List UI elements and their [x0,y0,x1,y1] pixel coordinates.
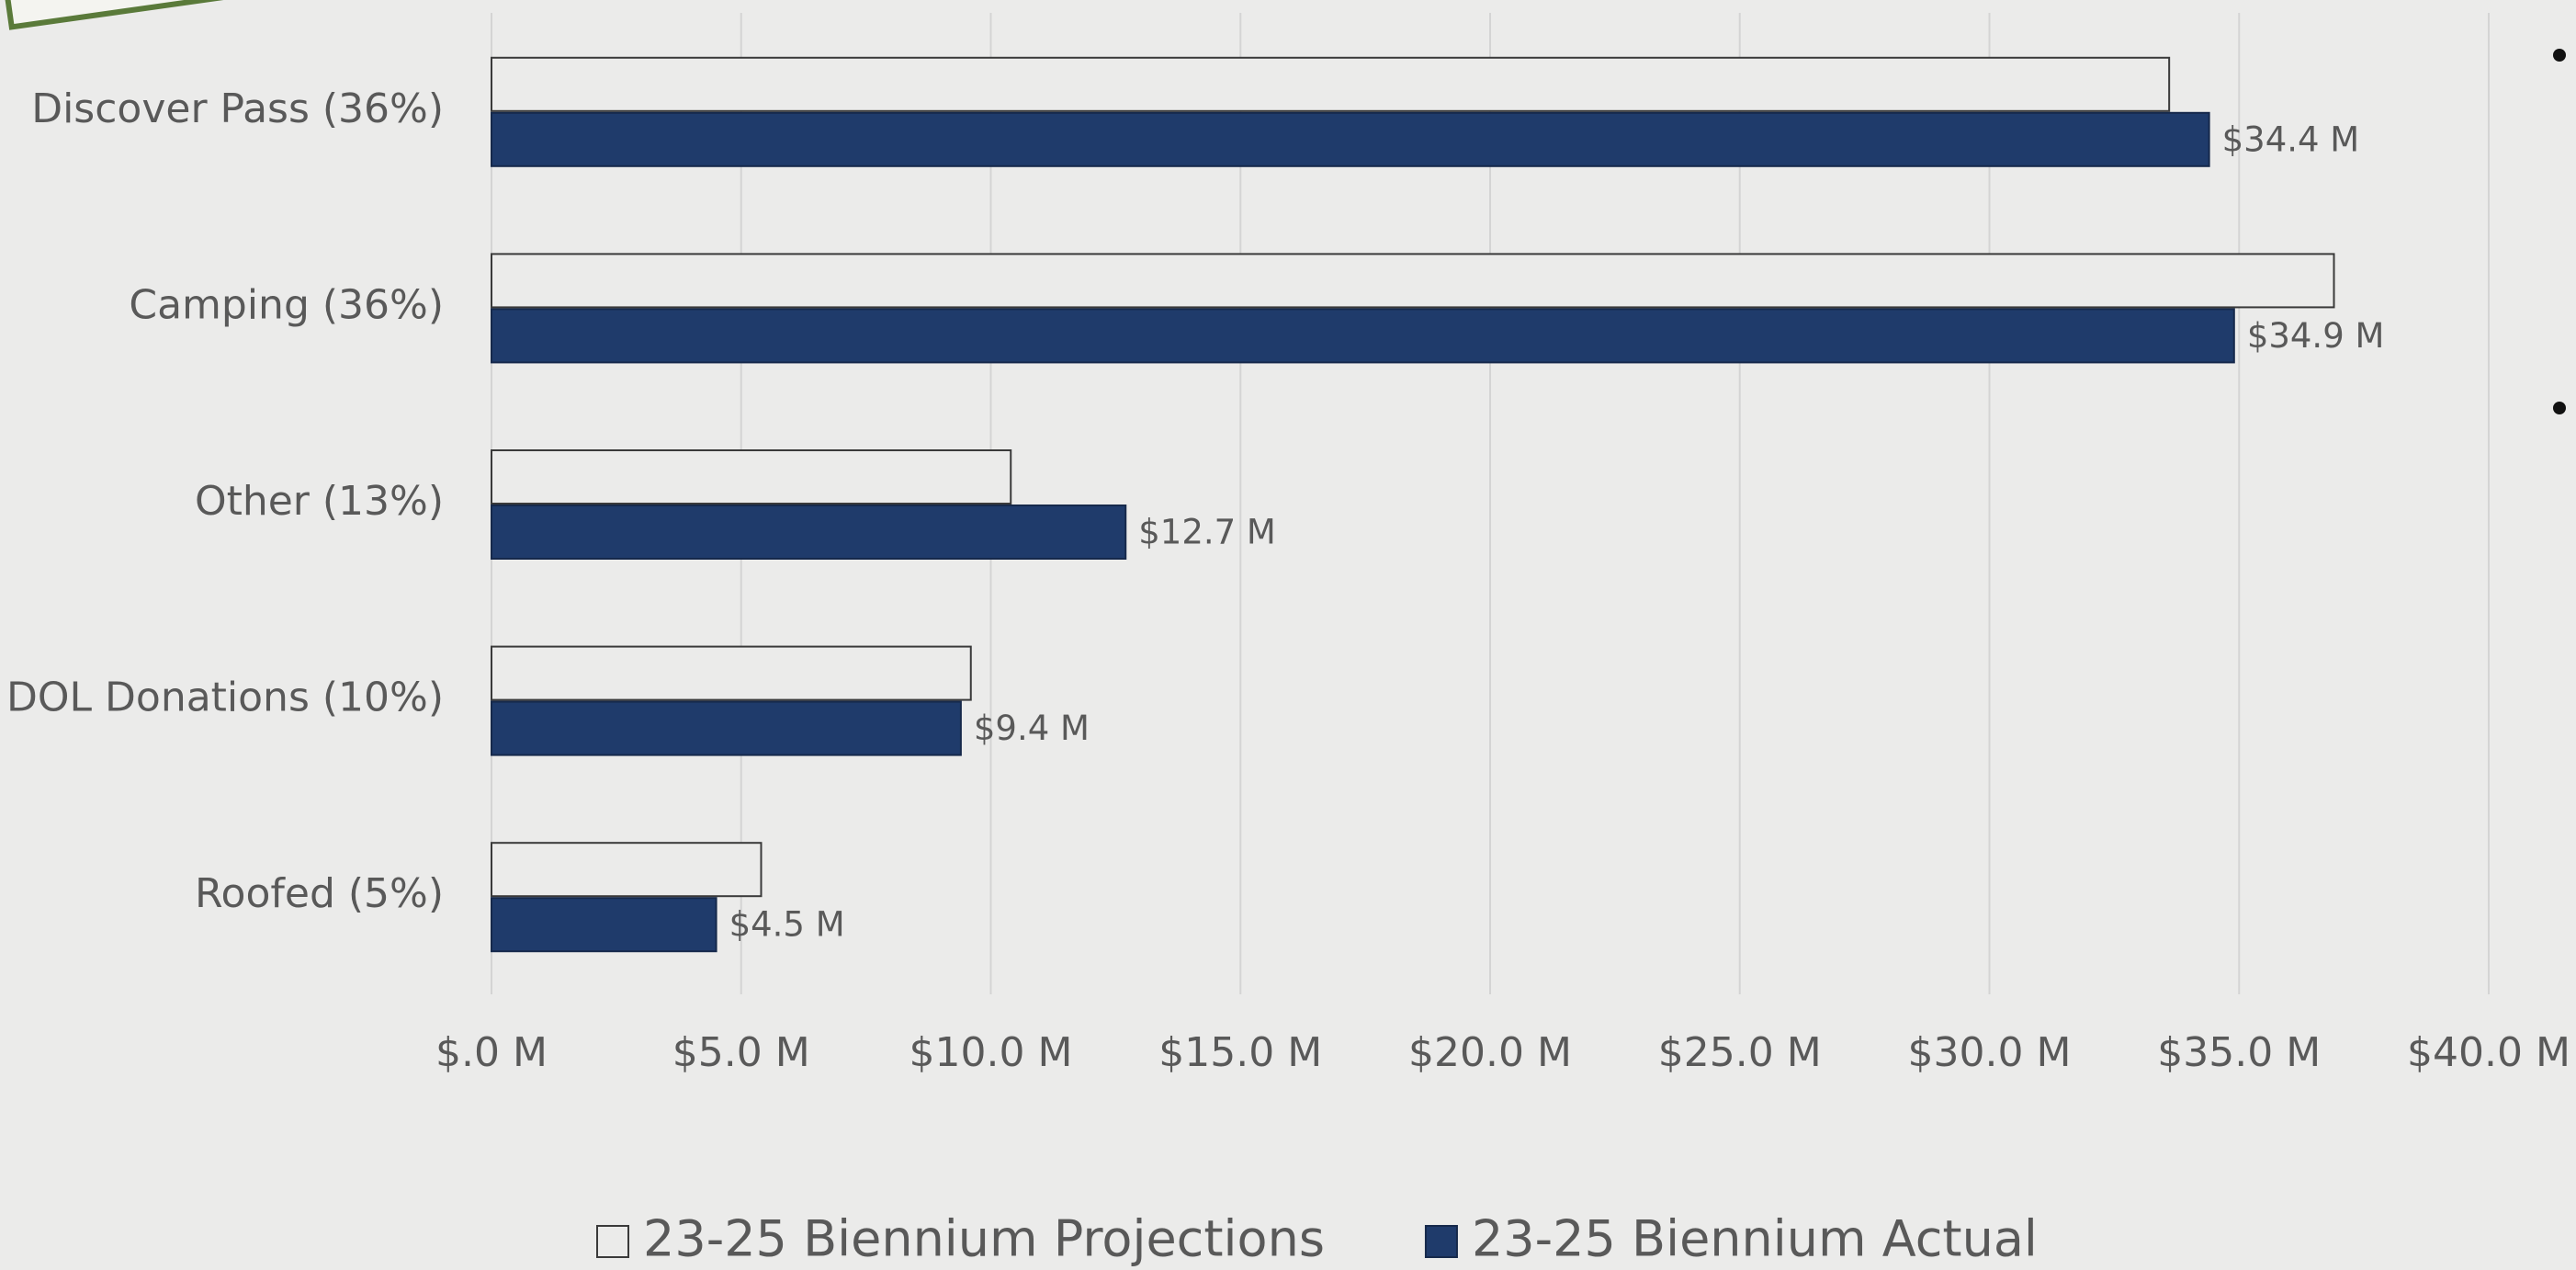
x-tick-label: $.0 M [435,1029,548,1076]
x-tick-label: $35.0 M [2157,1029,2321,1076]
data-label: $34.4 M [2222,119,2360,159]
x-tick-label: $30.0 M [1908,1029,2072,1076]
x-tick-label: $25.0 M [1658,1029,1822,1076]
bar [491,843,761,896]
y-tick-label: Other (13%) [195,478,444,525]
x-tick-label: $15.0 M [1158,1029,1322,1076]
y-tick-label: Camping (36%) [129,281,444,328]
y-tick-label: Roofed (5%) [195,870,444,917]
background [0,0,2576,1270]
data-label: $9.4 M [974,709,1090,748]
legend-label: 23-25 Biennium Projections [643,1210,1325,1268]
y-tick-label: DOL Donations (10%) [6,675,444,721]
bar [491,58,2169,111]
bullet [2553,49,2566,62]
legend-label: 23-25 Biennium Actual [1472,1210,2038,1268]
legend-swatch [1426,1226,1457,1257]
bar [491,702,961,755]
bar [491,254,2334,307]
y-tick-label: Discover Pass (36%) [31,85,444,132]
bar [491,505,1125,559]
bar [491,113,2209,166]
data-label: $34.9 M [2247,316,2385,356]
x-tick-label: $10.0 M [910,1029,1073,1076]
bullet [2553,402,2566,414]
x-tick-label: $5.0 M [672,1029,810,1076]
bar [491,898,717,951]
data-label: $4.5 M [729,905,845,945]
data-label: $12.7 M [1138,513,1276,552]
x-tick-label: $40.0 M [2407,1029,2570,1076]
chart: $.0 M $5.0 M $10.0 M $15.0 M $20.0 M $25.0 M $… [0,0,2576,1270]
legend-swatch [597,1226,628,1257]
bar [491,647,971,700]
bar [491,309,2234,362]
x-tick-label: $20.0 M [1408,1029,1572,1076]
bar [491,450,1011,504]
